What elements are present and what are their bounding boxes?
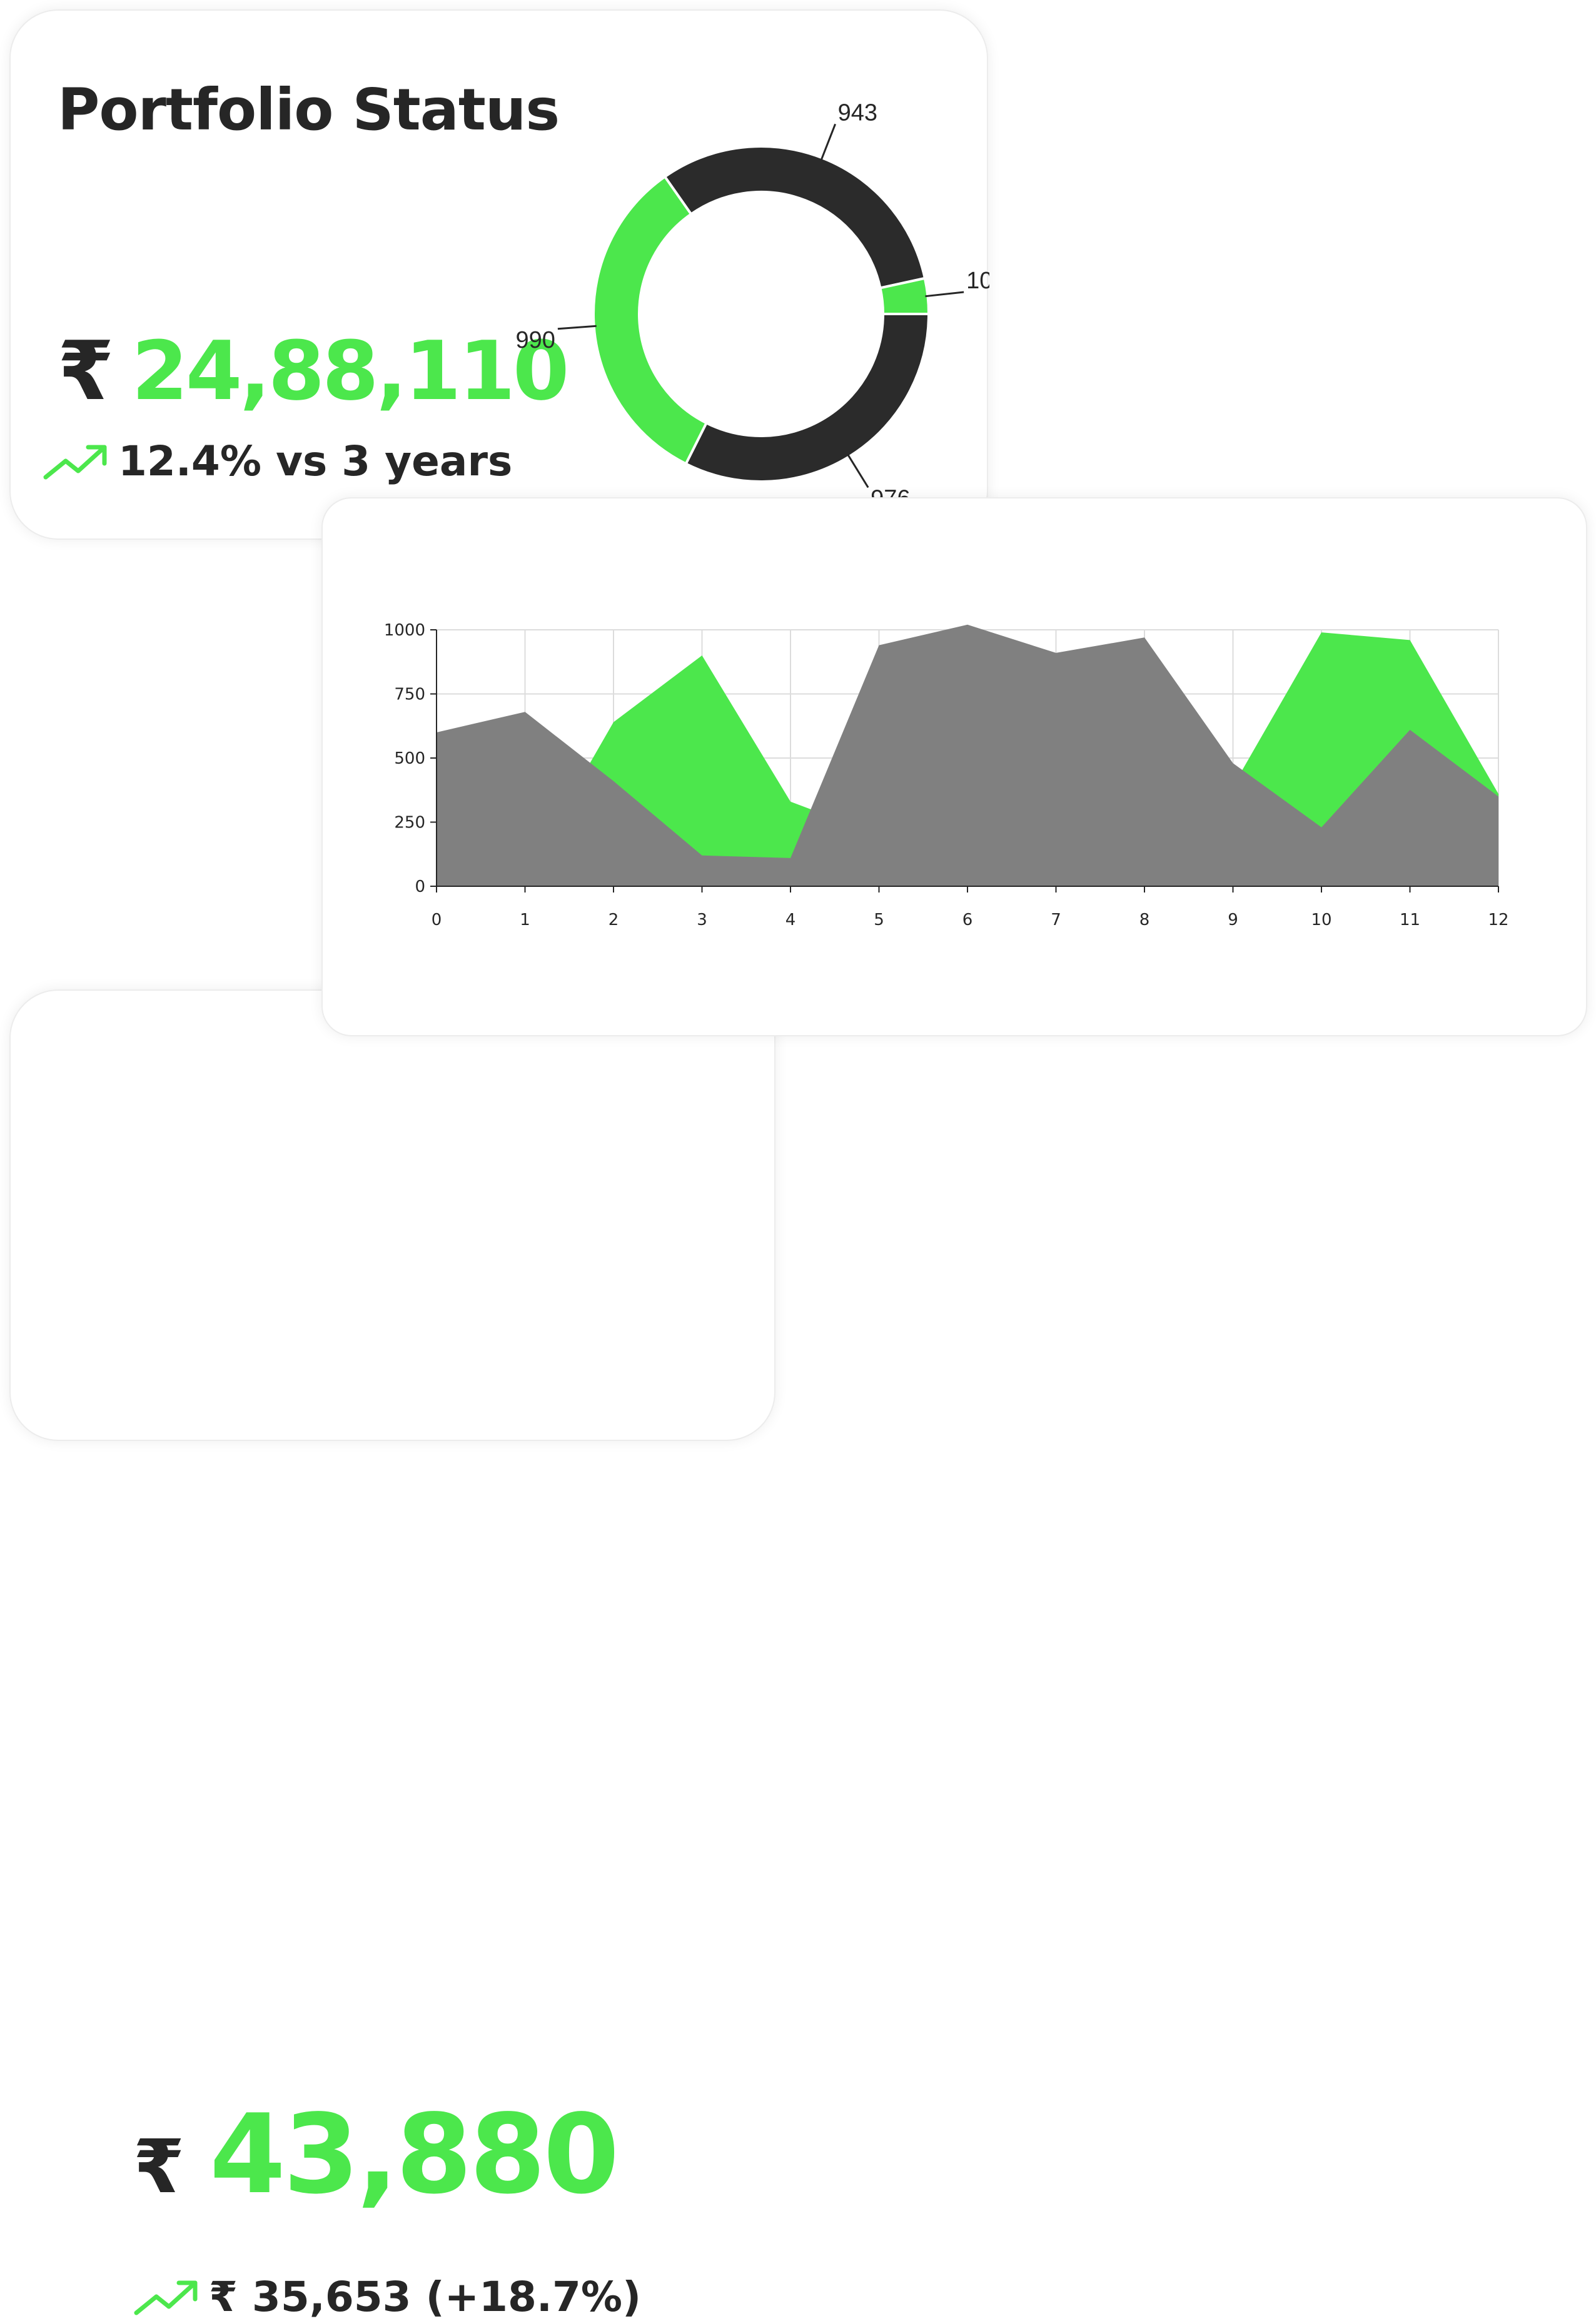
- portfolio-total-value: 24,88,110: [131, 323, 569, 418]
- portfolio-trend: 12.4% vs 3 years: [42, 437, 512, 485]
- donut-leader-line: [557, 325, 597, 330]
- area-chart-card: 0 250 500 750 1000 0 1 2 3 4 5 6 7 8 9 10 11 12: [321, 497, 1587, 1036]
- x-tick-label: 10: [1311, 911, 1331, 929]
- y-tick-label: 250: [394, 814, 425, 832]
- portfolio-total-amount: ₹ 24,88,110: [58, 323, 569, 418]
- x-tick-label: 12: [1488, 911, 1508, 929]
- y-tick-label: 0: [415, 877, 425, 896]
- donut-leader-line: [820, 123, 837, 161]
- value-change-text: ₹ 35,653 (+18.7%): [209, 2273, 642, 2321]
- current-value-amount: ₹ 43,880: [133, 2091, 619, 2218]
- x-tick-label: 1: [520, 911, 530, 929]
- portfolio-donut-chart: 976990943103: [515, 99, 989, 512]
- value-change-trend: ₹ 35,653 (+18.7%): [133, 2273, 641, 2321]
- x-tick-label: 7: [1051, 911, 1061, 929]
- donut-leader-line: [847, 453, 869, 488]
- y-tick-label: 750: [394, 685, 425, 704]
- x-tick-label: 9: [1228, 911, 1238, 929]
- donut-slice: [592, 174, 709, 466]
- donut-leader-line: [925, 291, 964, 298]
- portfolio-trend-text: 12.4% vs 3 years: [118, 437, 513, 485]
- donut-slice: [663, 145, 927, 290]
- trending-up-icon: [43, 445, 107, 479]
- donut-slice: [684, 313, 931, 483]
- x-tick-label: 8: [1139, 911, 1150, 929]
- donut-slice-label: 103: [966, 268, 989, 294]
- x-tick-label: 11: [1400, 911, 1420, 929]
- portfolio-title: Portfolio Status: [58, 76, 560, 143]
- x-tick-label: 2: [609, 911, 619, 929]
- x-tick-label: 4: [785, 911, 796, 929]
- rupee-symbol: ₹: [58, 323, 114, 418]
- y-tick-label: 500: [394, 749, 425, 768]
- x-tick-label: 5: [874, 911, 884, 929]
- donut-slice-label: 943: [838, 99, 877, 126]
- area-series-2: [437, 624, 1498, 886]
- x-tick-label: 0: [432, 911, 442, 929]
- y-tick-label: 1000: [384, 621, 425, 640]
- rupee-symbol: ₹: [133, 2123, 185, 2210]
- donut-slice-label: 990: [515, 327, 555, 353]
- trending-up-icon: [134, 2280, 198, 2315]
- x-tick-label: 3: [697, 911, 707, 929]
- donut-slice: [879, 276, 931, 315]
- current-value-card: ₹ 43,880 ₹ 35,653 (+18.7%): [9, 989, 775, 2321]
- current-value: 43,880: [210, 2091, 619, 2218]
- x-tick-label: 6: [962, 911, 973, 929]
- portfolio-status-card: Portfolio Status ₹ 24,88,110 12.4% vs 3 …: [9, 9, 989, 540]
